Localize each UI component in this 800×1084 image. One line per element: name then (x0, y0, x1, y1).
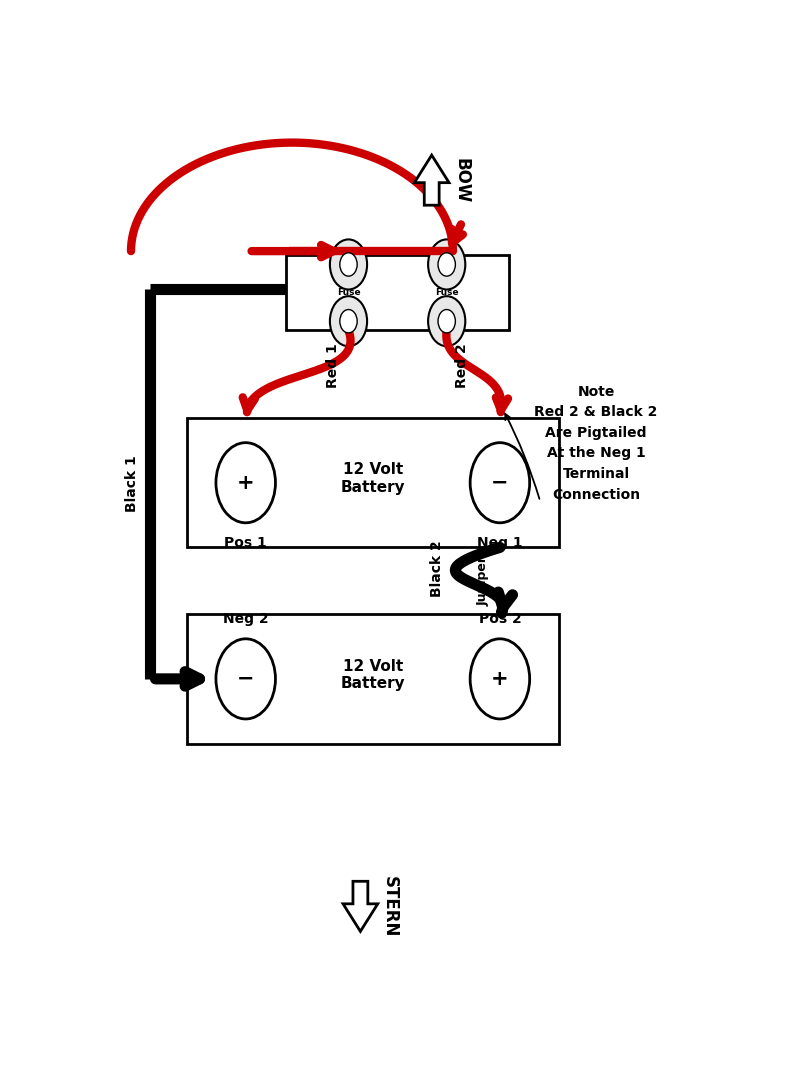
Text: Neg 1: Neg 1 (477, 535, 522, 550)
Circle shape (216, 442, 275, 522)
Polygon shape (414, 155, 449, 205)
Circle shape (340, 253, 357, 276)
Circle shape (470, 638, 530, 719)
Circle shape (216, 638, 275, 719)
Text: 12 Volt
Battery: 12 Volt Battery (341, 658, 405, 691)
Text: Pos 2: Pos 2 (478, 611, 522, 625)
Text: +: + (237, 473, 254, 493)
Text: Red 2: Red 2 (455, 344, 470, 388)
Circle shape (470, 442, 530, 522)
Text: Pos 1: Pos 1 (224, 535, 267, 550)
Circle shape (340, 310, 357, 333)
Text: Note
Red 2 & Black 2
Are Pigtailed
At the Neg 1
Terminal
Connection: Note Red 2 & Black 2 Are Pigtailed At th… (534, 385, 658, 502)
Text: Fuse: Fuse (337, 288, 360, 297)
Circle shape (428, 240, 466, 289)
Text: Neg 2: Neg 2 (223, 611, 269, 625)
Text: STERN: STERN (381, 876, 399, 937)
Circle shape (438, 253, 455, 276)
Text: BOW: BOW (452, 157, 470, 203)
Circle shape (438, 310, 455, 333)
Bar (187, 418, 558, 547)
Text: Black 1: Black 1 (126, 455, 139, 513)
Text: Fuse: Fuse (435, 288, 458, 297)
Bar (187, 615, 558, 744)
Circle shape (330, 240, 367, 289)
Polygon shape (343, 881, 378, 931)
Circle shape (428, 296, 466, 346)
Text: Black 2: Black 2 (430, 541, 444, 597)
Bar (286, 256, 509, 331)
Text: 12 Volt
Battery: 12 Volt Battery (341, 463, 405, 494)
Text: Red 1: Red 1 (326, 344, 340, 388)
Text: −: − (237, 669, 254, 689)
Circle shape (330, 296, 367, 346)
Text: +: + (491, 669, 509, 689)
Text: Jumper: Jumper (476, 556, 490, 606)
Text: −: − (491, 473, 509, 493)
